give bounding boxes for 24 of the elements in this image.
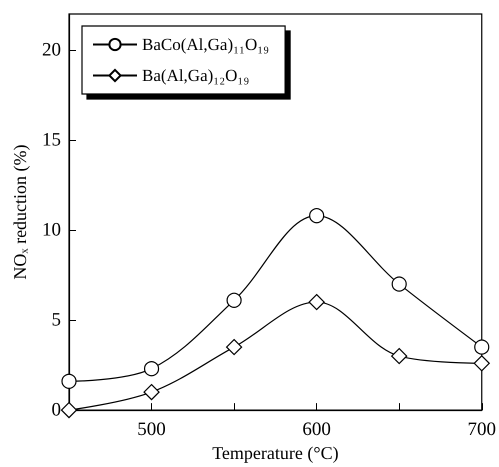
point	[309, 208, 324, 224]
point	[392, 276, 407, 292]
legend-label: Ba(Al,Ga)₁₂O₁₉	[142, 66, 250, 85]
x-tick-label: 500	[137, 419, 166, 440]
point	[226, 292, 242, 308]
point	[308, 294, 325, 310]
point	[61, 374, 77, 389]
point	[474, 355, 490, 372]
y-axis-title: NOₓ reduction (%)	[10, 144, 30, 280]
y-tick-label: 15	[42, 130, 61, 151]
point	[474, 339, 490, 355]
x-tick-label: 600	[302, 419, 331, 440]
x-tick-label: 700	[468, 419, 496, 440]
point	[143, 384, 160, 400]
point	[144, 361, 160, 376]
y-tick-label: 0	[52, 400, 61, 421]
y-tick-label: 5	[52, 310, 61, 331]
point	[60, 402, 78, 418]
legend-label: BaCo(Al,Ga)₁₁O₁₉	[142, 35, 270, 54]
point	[226, 338, 242, 356]
y-tick-label: 20	[42, 40, 61, 61]
y-tick-label: 10	[42, 220, 61, 241]
x-axis-title: Temperature (°C)	[212, 443, 339, 463]
point	[391, 348, 408, 364]
